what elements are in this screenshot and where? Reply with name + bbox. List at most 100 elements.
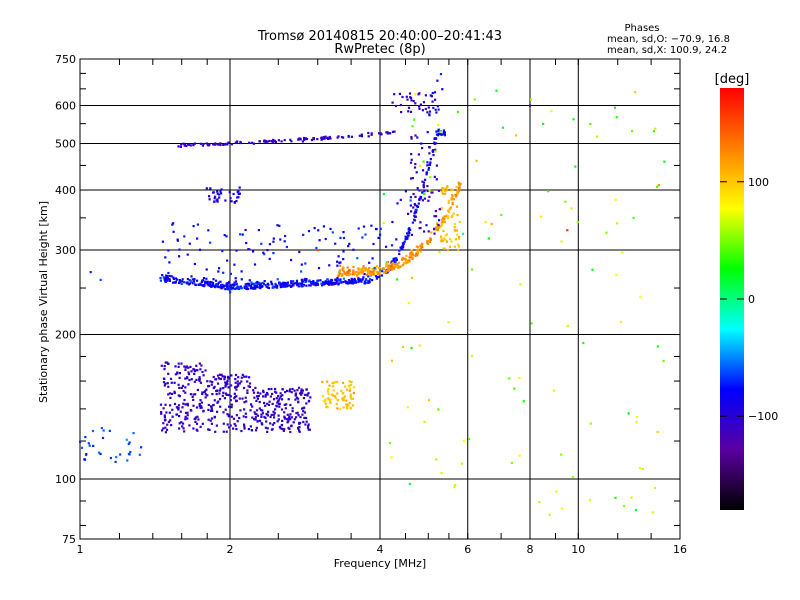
data-point (435, 458, 438, 461)
data-point (196, 429, 199, 432)
data-point (165, 411, 168, 414)
phase-info-o-mode: mean, sd,O: −70.9, 16.8 (607, 34, 730, 45)
data-point (552, 389, 556, 392)
data-point (163, 414, 166, 417)
data-point (181, 384, 185, 387)
data-point (186, 281, 189, 284)
data-point (289, 138, 292, 141)
data-point (301, 413, 304, 416)
data-point (428, 163, 431, 166)
data-point (385, 271, 388, 274)
data-point (207, 418, 210, 421)
data-point (451, 203, 454, 206)
data-point (234, 424, 237, 427)
data-point (409, 110, 413, 113)
x-tick-labels: 1 2 4 6 8 10 16 (77, 543, 688, 556)
data-point (234, 378, 237, 381)
data-point (398, 266, 401, 269)
data-point (382, 193, 385, 196)
data-point (205, 388, 208, 391)
data-point (444, 234, 447, 237)
data-point (634, 91, 637, 94)
data-point (169, 404, 172, 407)
data-point (419, 248, 422, 251)
data-point (457, 243, 460, 246)
data-point (162, 422, 165, 425)
data-point (217, 270, 220, 273)
data-point (221, 283, 224, 286)
data-point (209, 380, 212, 383)
data-point (316, 138, 319, 141)
data-point (189, 144, 192, 147)
data-point (218, 398, 222, 401)
data-point (272, 138, 275, 141)
data-point (636, 415, 639, 419)
data-point (247, 385, 250, 388)
data-point (294, 393, 297, 396)
data-point (284, 281, 287, 285)
data-point (235, 282, 238, 285)
data-point (256, 420, 259, 423)
data-point (331, 385, 334, 388)
data-point (290, 416, 293, 419)
data-point (279, 395, 283, 398)
data-point (290, 425, 293, 428)
data-point (365, 273, 369, 276)
data-point (252, 250, 255, 253)
data-point (212, 403, 215, 407)
data-point (201, 370, 204, 374)
data-point (297, 285, 300, 288)
x-tick-label: 16 (673, 543, 687, 556)
data-point (394, 263, 397, 266)
data-point (394, 260, 397, 263)
data-point (303, 406, 306, 409)
data-point (172, 276, 175, 279)
data-point (313, 227, 316, 230)
data-point (446, 188, 449, 192)
data-point (437, 189, 441, 192)
data-point (176, 278, 179, 281)
data-point (322, 136, 325, 139)
data-point (172, 222, 175, 225)
data-point (169, 419, 172, 422)
data-point (417, 93, 420, 96)
data-point (419, 250, 422, 253)
data-point (245, 375, 248, 378)
data-point (275, 405, 278, 408)
data-point (340, 389, 343, 392)
data-point (258, 407, 261, 410)
data-point (358, 268, 361, 271)
data-point (219, 190, 222, 193)
data-point (246, 287, 249, 291)
data-point (165, 274, 168, 277)
data-point (616, 222, 619, 225)
data-point (429, 158, 432, 161)
data-point (429, 239, 432, 242)
data-point (436, 123, 440, 126)
data-point (88, 444, 91, 447)
data-point (262, 389, 265, 392)
data-point (401, 95, 404, 99)
data-point (390, 359, 394, 362)
data-point (263, 280, 266, 283)
data-point (316, 249, 319, 252)
data-point (457, 245, 460, 248)
data-point (278, 425, 281, 429)
data-point (441, 187, 444, 190)
data-point (408, 256, 411, 259)
data-point (390, 261, 393, 264)
data-point (424, 94, 427, 97)
data-point (167, 385, 170, 388)
data-point (182, 142, 185, 145)
data-point (322, 283, 325, 286)
data-point (456, 233, 459, 236)
data-point (206, 394, 209, 397)
data-point (258, 281, 261, 285)
data-point (350, 380, 353, 384)
data-point (347, 135, 350, 138)
data-point (352, 279, 355, 282)
data-point (380, 268, 383, 271)
data-point (199, 405, 203, 408)
data-point (304, 280, 307, 283)
